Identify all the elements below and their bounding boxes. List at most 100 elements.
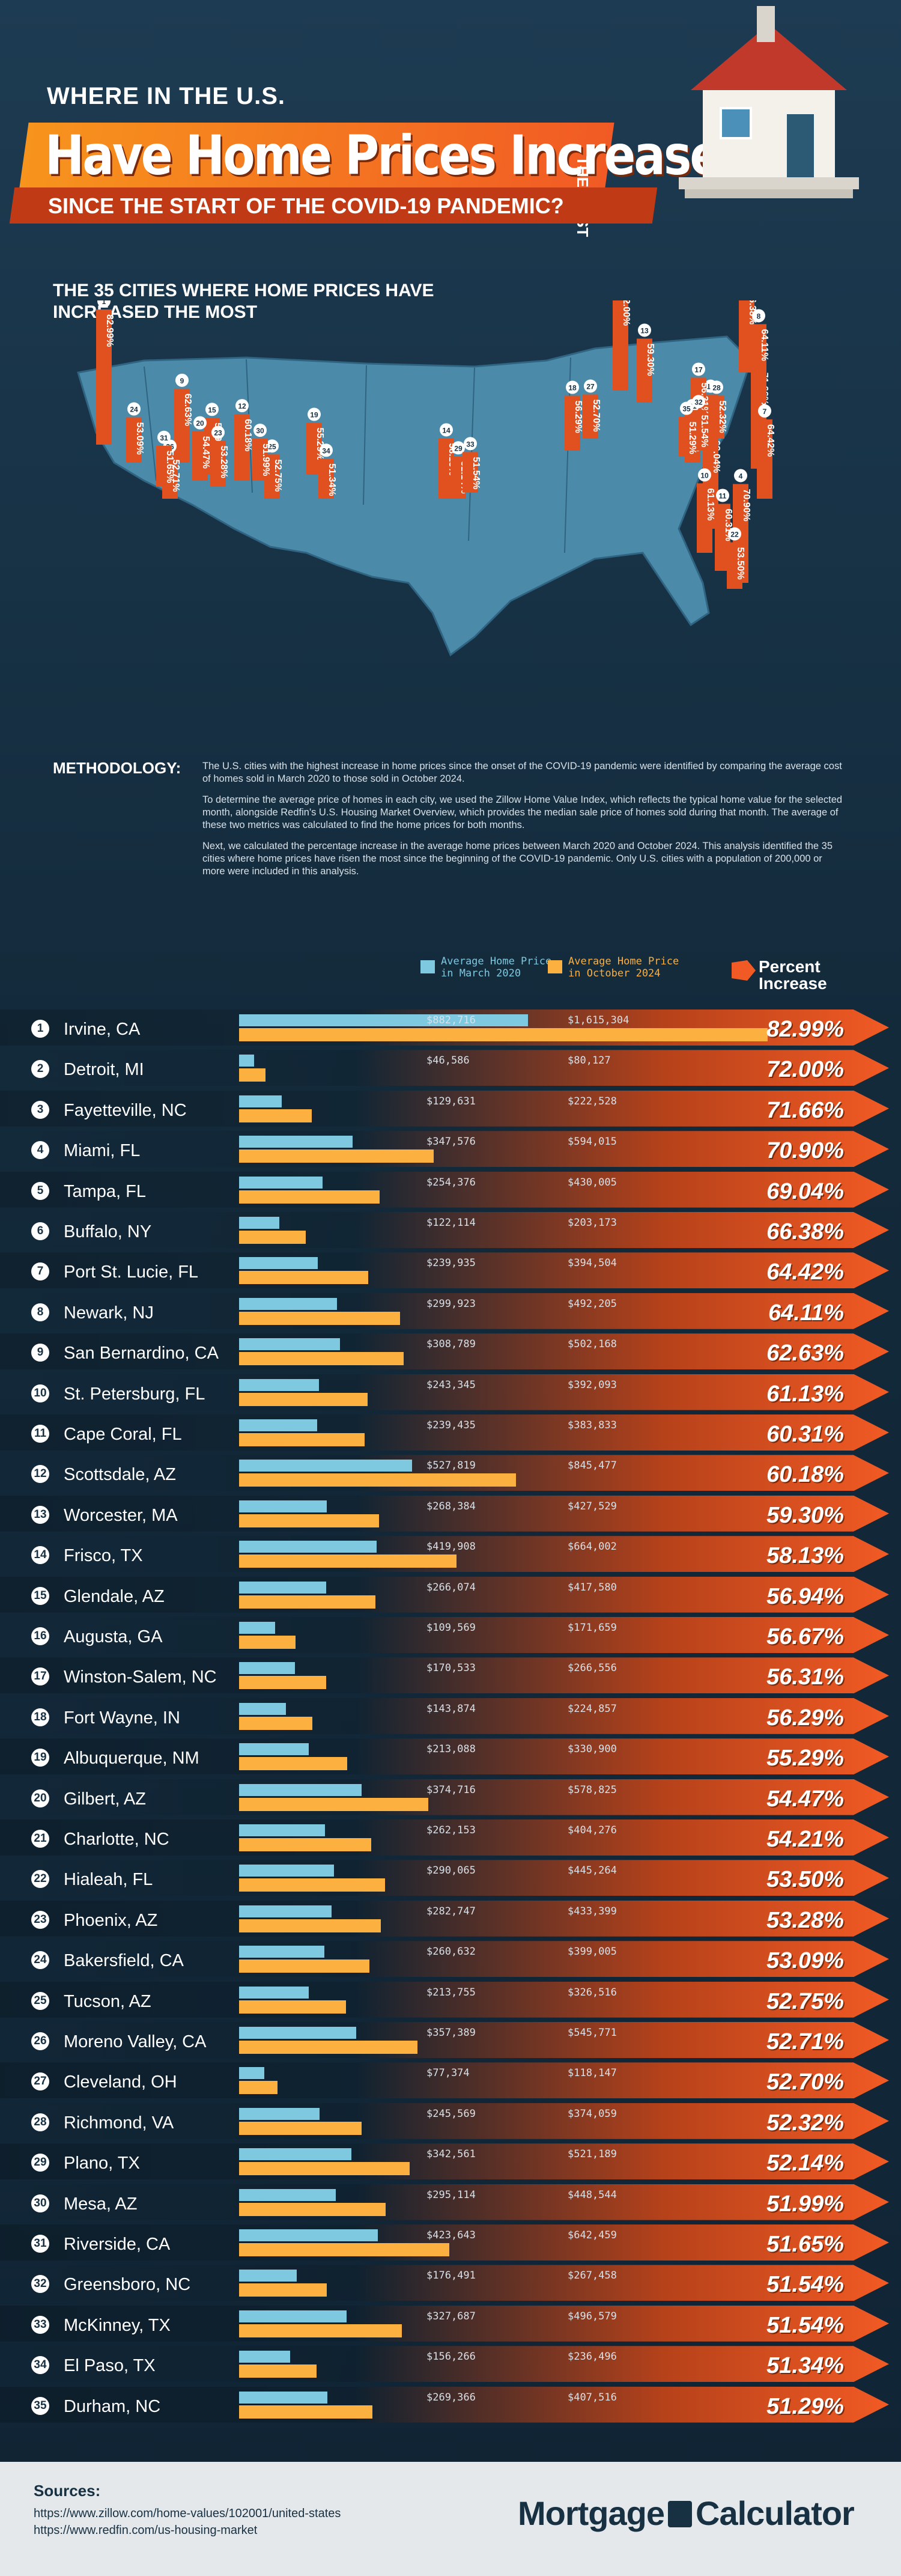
map-column <box>156 445 172 487</box>
map-rank-label: 18 <box>568 384 577 392</box>
row-arrow-band <box>0 1738 889 1775</box>
rank-badge: 27 <box>31 2072 49 2091</box>
bar-october-2024 <box>239 2243 449 2256</box>
rank-badge: 9 <box>31 1344 49 1362</box>
percent-increase: 53.09% <box>766 1948 844 1974</box>
map-percent-label: 70.90% <box>741 489 751 522</box>
bar-march-2020 <box>239 1743 309 1756</box>
value-october-2024: $664,002 <box>568 1541 617 1553</box>
bar-october-2024 <box>239 1271 368 1285</box>
table-row: 2 Detroit, MI $46,586 $80,127 72.00% <box>0 1050 901 1090</box>
value-october-2024: $445,264 <box>568 1865 617 1877</box>
legend-october-line1: Average Home Price <box>568 955 679 967</box>
map-rank-label: 23 <box>214 429 222 437</box>
bar-october-2024 <box>239 2283 327 2297</box>
bar-october-2024 <box>239 1190 380 1204</box>
map-rank-label: 31 <box>160 434 168 442</box>
map-percent-label: 62.63% <box>183 394 193 426</box>
value-october-2024: $383,833 <box>568 1419 617 1431</box>
value-march-2020: $122,114 <box>426 1217 476 1229</box>
value-march-2020: $423,643 <box>426 2229 476 2241</box>
source-link[interactable]: https://www.zillow.com/home-values/10200… <box>34 2507 341 2520</box>
map-rank-badge <box>211 425 225 439</box>
percent-increase: 56.29% <box>766 1705 844 1731</box>
bar-march-2020 <box>239 1865 335 1877</box>
legend-swatch-october <box>548 960 562 973</box>
rank-badge: 2 <box>31 1060 49 1079</box>
bar-october-2024 <box>239 2162 410 2176</box>
table-row: 19 Albuquerque, NM $213,088 $330,900 55.29% <box>0 1738 901 1779</box>
bar-march-2020 <box>239 1581 326 1594</box>
bar-october-2024 <box>239 1797 429 1811</box>
map-rank-label: 14 <box>442 426 450 434</box>
city-name: Richmond, VA <box>64 2113 174 2133</box>
value-march-2020: $419,908 <box>426 1541 476 1553</box>
rank-badge: 31 <box>31 2235 49 2253</box>
row-arrow-band <box>0 1981 889 2018</box>
rank-badge: 17 <box>31 1667 49 1686</box>
map-rank-badge <box>265 439 279 453</box>
brand-logo: Mortgage Calculator <box>518 2494 855 2533</box>
bar-october-2024 <box>239 1149 434 1163</box>
value-march-2020: $269,366 <box>426 2391 476 2404</box>
map-rank-label: 35 <box>682 405 691 413</box>
value-march-2020: $357,389 <box>426 2027 476 2039</box>
map-rank-label: 17 <box>694 365 703 374</box>
map-percent-label: 64.42% <box>765 424 775 457</box>
percent-increase: 52.70% <box>766 2069 844 2095</box>
map-percent-label: 51.54% <box>471 457 481 489</box>
map-column <box>192 431 208 481</box>
map-column <box>757 419 772 499</box>
bar-october-2024 <box>239 1676 327 1690</box>
bar-march-2020 <box>239 1946 324 1958</box>
table-row: 23 Phoenix, AZ $282,747 $433,399 53.28% <box>0 1900 901 1941</box>
rank-badge: 19 <box>31 1749 49 1767</box>
city-name: Miami, FL <box>64 1141 141 1161</box>
city-name: Plano, TX <box>64 2154 140 2173</box>
row-arrow-band <box>0 1860 889 1896</box>
row-arrow-band <box>0 1252 889 1289</box>
map-rank-badge <box>308 407 321 421</box>
bar-october-2024 <box>239 1757 348 1771</box>
bar-march-2020 <box>239 2067 265 2080</box>
map-percent-label: 54.47% <box>201 436 211 469</box>
table-row: 22 Hialeah, FL $290,065 $445,264 53.50% <box>0 1860 901 1900</box>
value-march-2020: $129,631 <box>426 1095 476 1107</box>
rank-badge: 15 <box>31 1586 49 1605</box>
row-arrow-band <box>0 2346 889 2383</box>
map-percent-label: 53.28% <box>219 446 229 478</box>
rank-badge: 13 <box>31 1505 49 1524</box>
table-row: 33 McKinney, TX $327,687 $496,579 51.54% <box>0 2305 901 2346</box>
percent-increase: 59.30% <box>766 1502 844 1528</box>
rank-badge: 16 <box>31 1627 49 1645</box>
map-column <box>697 483 712 553</box>
map-rank-badge <box>698 468 711 482</box>
percent-increase: 60.18% <box>766 1462 844 1488</box>
row-arrow-band <box>0 1333 889 1370</box>
value-march-2020: $239,435 <box>426 1419 476 1431</box>
percent-increase: 60.31% <box>766 1422 844 1447</box>
bar-october-2024 <box>239 2202 386 2216</box>
row-arrow-band <box>0 2265 889 2301</box>
city-name: Scottsdale, AZ <box>64 1465 176 1485</box>
row-arrow-band <box>0 1698 889 1734</box>
table-row: 13 Worcester, MA $268,384 $427,529 59.30% <box>0 1495 901 1536</box>
percent-increase: 51.54% <box>766 2272 844 2298</box>
map-percent-label: 59.30% <box>645 344 655 376</box>
map-percent-label: 60.18% <box>243 419 253 451</box>
value-october-2024: $326,516 <box>568 1986 617 1999</box>
bar-march-2020 <box>239 1014 528 1026</box>
map-percent-label: 52.70% <box>591 400 601 432</box>
bar-march-2020 <box>239 2027 356 2039</box>
map-rank-badge <box>175 373 189 387</box>
legend-percent: Percent Increase <box>759 958 827 992</box>
table-row: 20 Gilbert, AZ $374,716 $578,825 54.47% <box>0 1779 901 1819</box>
value-march-2020: $260,632 <box>426 1946 476 1958</box>
value-march-2020: $374,716 <box>426 1783 476 1796</box>
bar-march-2020 <box>239 1986 309 1999</box>
map-percent-label: 56.29% <box>573 401 583 433</box>
table-row: 35 Durham, NC $269,366 $407,516 51.29% <box>0 2386 901 2427</box>
city-name: Hialeah, FL <box>64 1870 153 1890</box>
source-link[interactable]: https://www.redfin.com/us-housing-market <box>34 2524 258 2537</box>
map-rank-badge <box>692 362 705 376</box>
